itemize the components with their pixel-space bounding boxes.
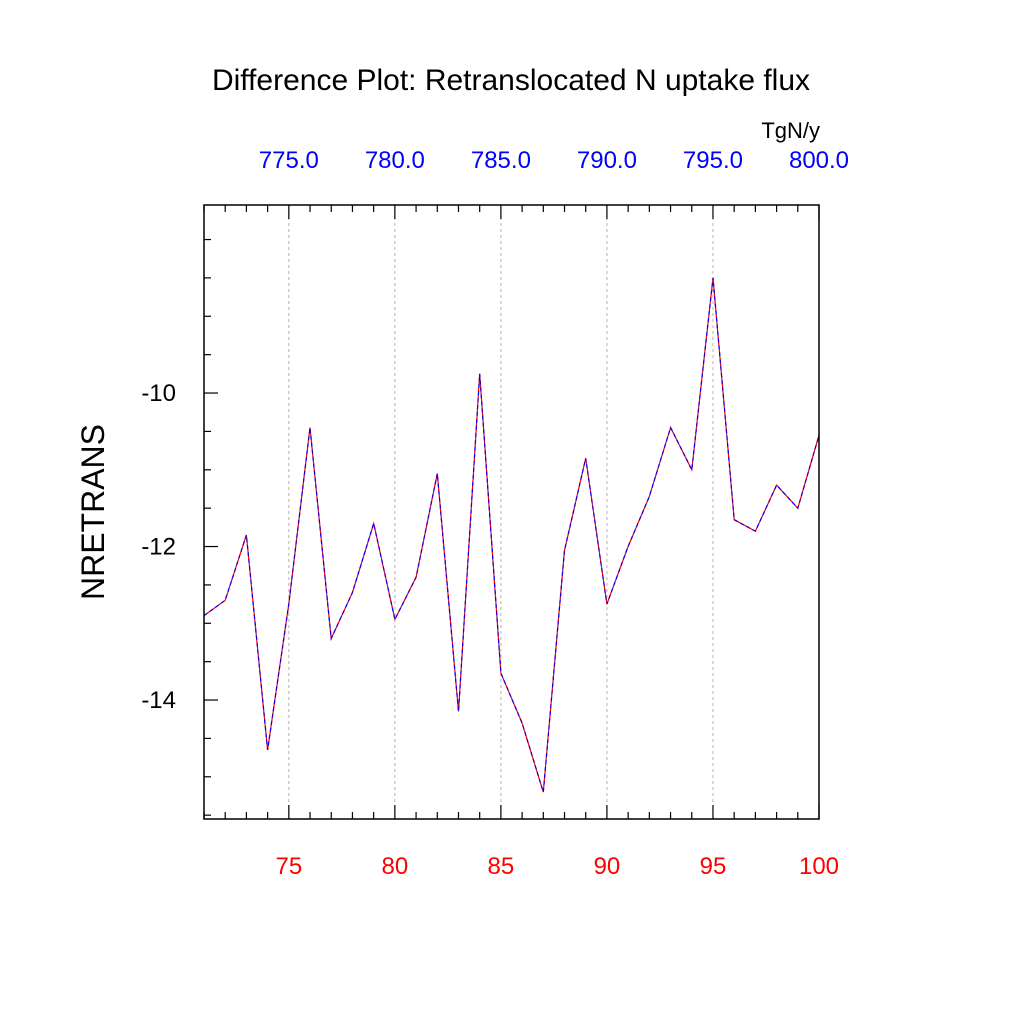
x-bottom-tick-label: 95 xyxy=(700,853,727,880)
series-lines xyxy=(203,277,820,793)
x-top-tick-label: 775.0 xyxy=(259,147,319,174)
units-label: TgN/y xyxy=(761,118,820,143)
x-bottom-tick-label: 85 xyxy=(488,853,515,880)
plot-frame xyxy=(203,204,820,820)
chart-title: Difference Plot: Retranslocated N uptake… xyxy=(212,64,810,97)
x-top-tick-label: 780.0 xyxy=(365,147,425,174)
x-bottom-tick-label: 100 xyxy=(799,853,839,880)
x-bottom-tick-label: 80 xyxy=(382,853,409,880)
grid-lines xyxy=(288,205,714,819)
tick-labels: 75 80 85 90 95 100 775.0 780.0 785.0 790.0 795.0 80… xyxy=(141,147,849,880)
x-top-tick-label: 800.0 xyxy=(789,147,849,174)
series-line xyxy=(203,277,820,793)
x-top-tick-label: 785.0 xyxy=(471,147,531,174)
y-tick-label: -12 xyxy=(141,534,176,561)
y-tick-label: -14 xyxy=(141,687,176,714)
x-bottom-tick-label: 75 xyxy=(275,853,302,880)
x-top-tick-label: 795.0 xyxy=(683,147,743,174)
x-top-tick-label: 790.0 xyxy=(577,147,637,174)
axis-ticks xyxy=(203,205,820,819)
x-bottom-tick-label: 90 xyxy=(594,853,621,880)
y-tick-label: -10 xyxy=(141,380,176,407)
y-axis-title: NRETRANS xyxy=(75,424,111,600)
